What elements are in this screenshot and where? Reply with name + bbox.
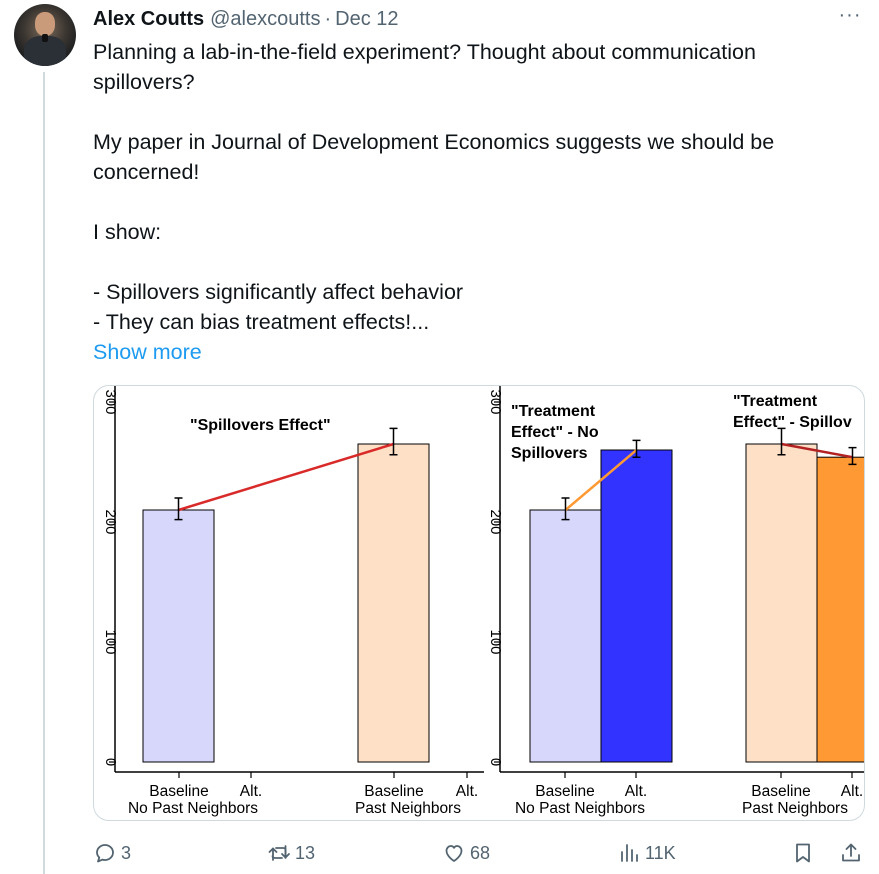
group-label: No Past Neighbors bbox=[128, 800, 258, 817]
tweet-paragraph: - Spillovers significantly affect behavi… bbox=[93, 280, 464, 304]
chart-title-line: "Treatment bbox=[733, 393, 818, 410]
y-tick-label: 200 bbox=[102, 509, 119, 534]
connector-line bbox=[781, 442, 853, 459]
avatar[interactable] bbox=[14, 4, 76, 66]
group-label: No Past Neighbors bbox=[515, 800, 645, 817]
author-name[interactable]: Alex Coutts bbox=[93, 7, 205, 30]
views-count: 11K bbox=[645, 842, 676, 863]
author-handle[interactable]: @alexcoutts bbox=[210, 7, 321, 30]
chart-title-line: Effect" - Spillov bbox=[733, 414, 852, 431]
y-tick-label: 100 bbox=[102, 629, 119, 654]
like-button[interactable]: 68 bbox=[442, 838, 490, 868]
y-tick-label: 100 bbox=[487, 629, 504, 654]
tweet-paragraph: My paper in Journal of Development Econo… bbox=[93, 130, 775, 184]
like-count: 68 bbox=[470, 842, 491, 863]
y-tick-label: 300 bbox=[487, 389, 504, 414]
bar bbox=[529, 509, 602, 763]
x-tick-label: Alt. bbox=[456, 783, 478, 800]
x-tick-label: Alt. bbox=[240, 783, 262, 800]
repost-icon bbox=[268, 845, 290, 861]
tweet-date[interactable]: Dec 12 bbox=[335, 7, 399, 30]
reply-count: 3 bbox=[121, 842, 132, 863]
tweet-media-image[interactable]: 0 100 200 300 Baseline Alt. Baseline Alt. No Pas… bbox=[93, 385, 865, 821]
bar bbox=[142, 509, 215, 763]
tweet-paragraph: I show: bbox=[93, 220, 162, 244]
y-tick-label: 300 bbox=[102, 389, 119, 414]
tweet-header: Alex Coutts @alexcoutts · Dec 12 bbox=[93, 6, 399, 32]
bookmark-icon bbox=[796, 843, 810, 863]
avatar-mic bbox=[42, 34, 48, 42]
bar bbox=[816, 456, 864, 763]
x-tick-label: Alt. bbox=[841, 783, 863, 800]
x-tick-label: Alt. bbox=[625, 783, 647, 800]
avatar-face bbox=[35, 12, 55, 36]
y-tick-label: 0 bbox=[487, 758, 504, 766]
bar bbox=[745, 443, 818, 763]
y-tick-label: 200 bbox=[487, 509, 504, 534]
chart-title-line: Effect" - No bbox=[511, 424, 599, 441]
x-tick-label: Baseline bbox=[751, 783, 810, 800]
tweet-paragraph: Planning a lab-in-the-field experiment? … bbox=[93, 40, 756, 94]
views-button[interactable]: 11K bbox=[617, 838, 676, 868]
x-tick-label: Baseline bbox=[149, 783, 208, 800]
chart-title-line: "Treatment bbox=[511, 403, 596, 420]
tweet-paragraph: - They can bias treatment effects!... bbox=[93, 310, 430, 334]
views-icon bbox=[621, 844, 638, 862]
reply-button[interactable]: 3 bbox=[93, 838, 131, 868]
thread-line bbox=[43, 72, 45, 874]
share-button[interactable] bbox=[839, 838, 863, 868]
bookmark-button[interactable] bbox=[791, 838, 815, 868]
x-tick-label: Baseline bbox=[535, 783, 594, 800]
action-bar: 3 13 68 11K bbox=[93, 838, 865, 868]
connector-line bbox=[564, 449, 638, 511]
repost-button[interactable]: 13 bbox=[267, 838, 315, 868]
chart-title: "Spillovers Effect" bbox=[190, 417, 331, 434]
group-label: Past Neighbors bbox=[742, 800, 848, 817]
y-tick-label: 0 bbox=[102, 758, 119, 766]
connector-line bbox=[178, 442, 394, 512]
chart-title-line: Spillovers bbox=[511, 445, 588, 462]
x-tick-label: Baseline bbox=[364, 783, 423, 800]
share-icon bbox=[842, 843, 860, 862]
repost-count: 13 bbox=[295, 842, 316, 863]
group-label: Past Neighbors bbox=[355, 800, 461, 817]
header-separator: · bbox=[324, 7, 332, 30]
bar bbox=[357, 443, 430, 763]
reply-icon bbox=[96, 844, 114, 863]
show-more-link[interactable]: Show more bbox=[93, 340, 202, 364]
tweet-text: Planning a lab-in-the-field experiment? … bbox=[93, 37, 863, 337]
more-options-icon[interactable]: ··· bbox=[838, 4, 862, 26]
heart-icon bbox=[445, 845, 463, 862]
bar bbox=[600, 449, 673, 763]
